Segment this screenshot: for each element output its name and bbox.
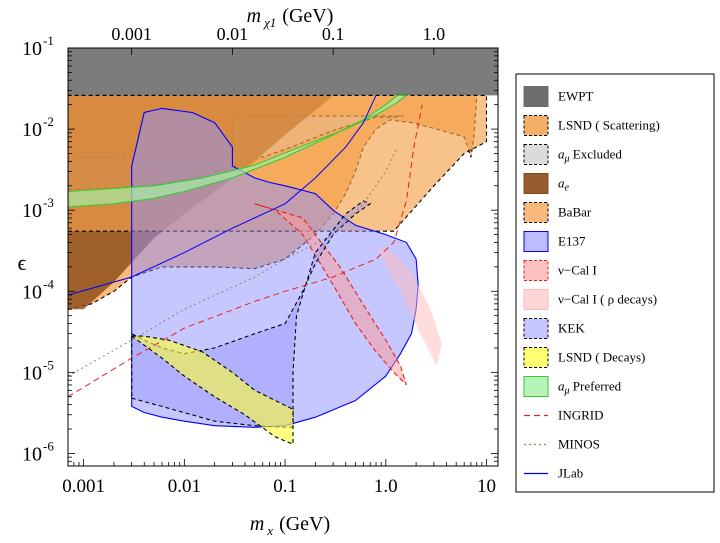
y-tick-exponent: -1 (43, 33, 54, 48)
x-axis-title: m x (GeV) (250, 513, 330, 538)
legend-label: aμ Preferred (558, 379, 622, 397)
legend-swatch-cal-i-decays (523, 289, 549, 310)
legend-label: E137 (558, 234, 586, 249)
x-tick-label: 1.0 (374, 476, 398, 497)
x-tick-label: 0.01 (168, 476, 201, 497)
region-a-preferred (68, 94, 409, 208)
y-tick-exponent: -4 (43, 276, 54, 291)
legend-swatch-kek (523, 318, 549, 339)
y-tick-label: 10 (22, 443, 42, 465)
legend-label: ν−Cal I (558, 263, 597, 278)
axes-layer: 0.001 0.01 0.1 1.0 100.001 0.01 0.1 1.010-610-5… (18, 5, 498, 538)
legend-swatch-lsnd-decays (523, 347, 549, 368)
legend-label: EWPT (558, 89, 593, 104)
x2-tick-label: 0.1 (322, 24, 345, 44)
y-tick-label: 10 (22, 119, 42, 141)
legend-swatch-a-excluded (523, 144, 549, 165)
region-e137 (131, 107, 419, 428)
y-tick-label: 10 (22, 200, 42, 222)
legend-label: ν−Cal I ( ρ decays) (558, 292, 657, 307)
y-tick-label: 10 (22, 281, 42, 303)
x2-tick-label: 0.001 (111, 24, 152, 44)
y-axis-title: ϵ (18, 250, 27, 275)
x2-tick-label: 0.01 (217, 24, 249, 44)
y-tick-exponent: -3 (43, 195, 54, 210)
plot-frame (67, 47, 499, 467)
legend-swatch-lsnd-scattering (523, 115, 549, 136)
legend-swatch-a-e (523, 173, 549, 194)
region-cal-i (254, 203, 407, 386)
y-tick-exponent: -2 (43, 114, 54, 129)
line-minos (68, 146, 398, 377)
y-tick-label: 10 (22, 38, 42, 60)
legend-swatch-ewpt (523, 86, 549, 107)
legend-label: LSND ( Scattering) (558, 118, 660, 133)
y-tick-label: 10 (22, 362, 42, 384)
region-cal-i-decays (376, 247, 442, 366)
legend: EWPT LSND ( Scattering) aμ Excluded ae BaBar… (515, 73, 715, 493)
legend-label: JLab (558, 466, 583, 481)
legend-label: BaBar (558, 205, 592, 220)
line-jlab (68, 95, 377, 296)
legend-label: INGRID (558, 408, 604, 423)
x2-tick-label: 1.0 (423, 24, 446, 44)
legend-swatch-a-preferred (523, 376, 549, 397)
legend-label: KEK (558, 321, 585, 336)
regions-layer (68, 48, 498, 446)
legend-label: LSND ( Decays) (558, 350, 645, 365)
legend-label: ae (558, 176, 570, 194)
y-tick-exponent: -6 (43, 438, 54, 453)
legend-box (515, 73, 715, 493)
legend-label: aμ Excluded (558, 147, 622, 165)
y-tick-exponent: -5 (43, 357, 54, 372)
legend-swatch-babar (523, 202, 549, 223)
legend-swatch-cal-i (523, 260, 549, 281)
x2-axis-title: m χ1 (GeV) (247, 5, 334, 30)
line-ingrid (68, 104, 423, 398)
region-ewpt (68, 48, 498, 96)
legend-label: MINOS (558, 437, 600, 452)
region-lsnd-decays (130, 335, 294, 446)
x-tick-label: 0.1 (273, 476, 297, 497)
x-tick-label: 10 (477, 476, 496, 497)
x-tick-label: 0.001 (62, 476, 105, 497)
legend-swatch-e137 (523, 231, 549, 252)
